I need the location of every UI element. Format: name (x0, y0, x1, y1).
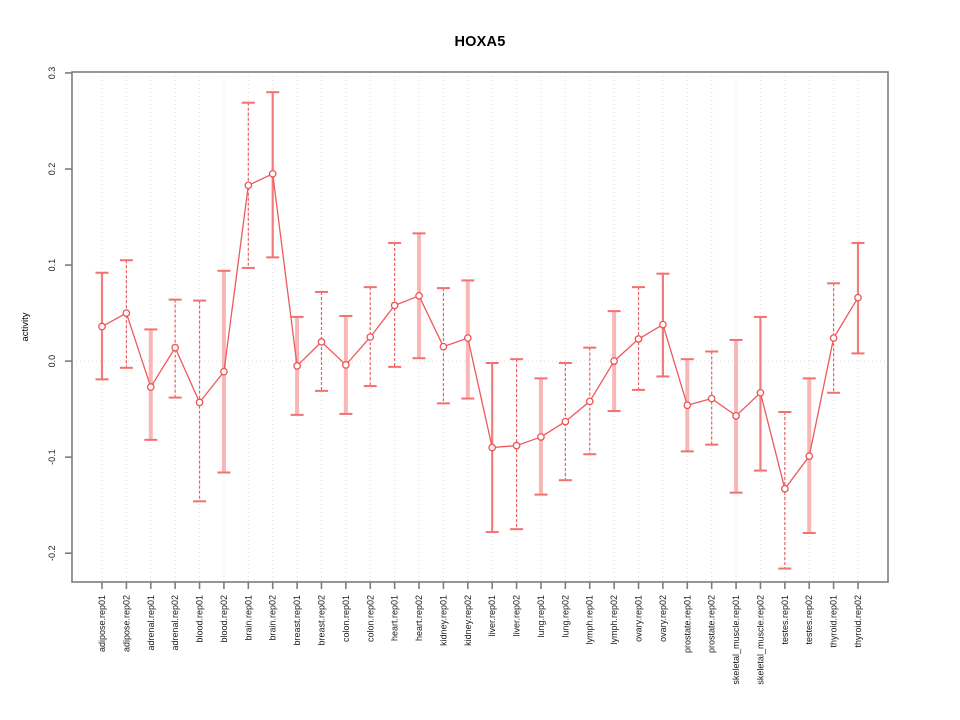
x-tick-label: brain.rep01 (243, 595, 253, 641)
x-tick-label: prostate.rep02 (707, 595, 717, 653)
x-tick-label: thyroid.rep01 (829, 595, 839, 648)
x-tick-label: heart.rep02 (414, 595, 424, 641)
data-point (463, 334, 472, 342)
data-point (805, 452, 814, 461)
x-tick-label: lymph.rep02 (609, 595, 619, 645)
x-tick-label: ovary.rep01 (634, 595, 644, 642)
data-point (512, 441, 521, 450)
x-tick-label: breast.rep01 (292, 595, 302, 646)
x-tick-label: heart.rep01 (390, 595, 400, 641)
x-tick-label: skeletal_muscle.rep01 (731, 595, 741, 685)
data-point (659, 320, 667, 329)
data-point (390, 301, 399, 310)
x-tick-label: lung.rep02 (560, 595, 570, 638)
x-tick-label: testes.rep01 (780, 595, 790, 645)
x-tick-label: adrenal.rep01 (146, 595, 156, 651)
data-point (756, 388, 765, 397)
x-tick-label: colon.rep01 (341, 595, 351, 642)
data-point (220, 367, 228, 376)
data-point (585, 397, 594, 406)
data-point (171, 343, 180, 352)
data-point (439, 342, 448, 351)
x-tick-label: ovary.rep02 (658, 595, 668, 642)
data-point (268, 169, 277, 178)
x-tick-label: colon.rep02 (365, 595, 375, 642)
y-tick-label: -0.1 (47, 449, 57, 465)
data-point (561, 417, 570, 426)
x-tick-label: adrenal.rep02 (170, 595, 180, 651)
x-tick-label: kidney.rep01 (438, 595, 448, 646)
x-tick-label: liver.rep02 (512, 595, 522, 637)
x-tick-label: testes.rep02 (804, 595, 814, 645)
data-point (780, 484, 789, 493)
y-tick-label: 0.1 (47, 259, 57, 272)
data-point (342, 361, 350, 369)
x-tick-label: blood.rep01 (195, 595, 205, 643)
series-line (101, 172, 859, 491)
y-tick-label: -0.2 (47, 545, 57, 561)
plot-border (71, 71, 889, 583)
x-tick-label: liver.rep01 (487, 595, 497, 637)
data-point (537, 433, 545, 441)
data-point (829, 334, 838, 342)
x-tick-label: thyroid.rep02 (853, 595, 863, 648)
x-tick-label: lymph.rep01 (585, 595, 595, 645)
data-point (488, 443, 497, 452)
chart-title: HOXA5 (454, 34, 506, 50)
data-point (122, 309, 131, 317)
data-point (732, 411, 740, 420)
data-point (146, 383, 155, 391)
data-point (415, 291, 423, 300)
x-tick-label: breast.rep02 (316, 595, 326, 646)
data-point (634, 335, 643, 343)
data-point (317, 338, 326, 346)
data-point (610, 357, 618, 365)
data-point (293, 362, 301, 370)
x-tick-label: blood.rep02 (219, 595, 229, 643)
x-tick-label: skeletal_muscle.rep02 (755, 595, 765, 685)
data-point (366, 333, 375, 341)
y-tick-label: 0.2 (47, 163, 57, 176)
data-point (707, 394, 716, 403)
data-point (683, 401, 692, 410)
x-tick-label: adipose.rep02 (121, 595, 131, 652)
y-tick-label: 0.3 (47, 67, 57, 80)
y-tick-label: 0.0 (47, 355, 57, 368)
x-tick-label: brain.rep02 (268, 595, 278, 641)
x-tick-label: prostate.rep01 (682, 595, 692, 653)
data-point (854, 293, 862, 302)
data-point (195, 398, 204, 407)
data-point (98, 322, 106, 331)
data-point (244, 181, 253, 190)
x-tick-label: adipose.rep01 (97, 595, 107, 652)
x-tick-label: lung.rep01 (536, 595, 546, 638)
x-tick-label: kidney.rep02 (463, 595, 473, 646)
